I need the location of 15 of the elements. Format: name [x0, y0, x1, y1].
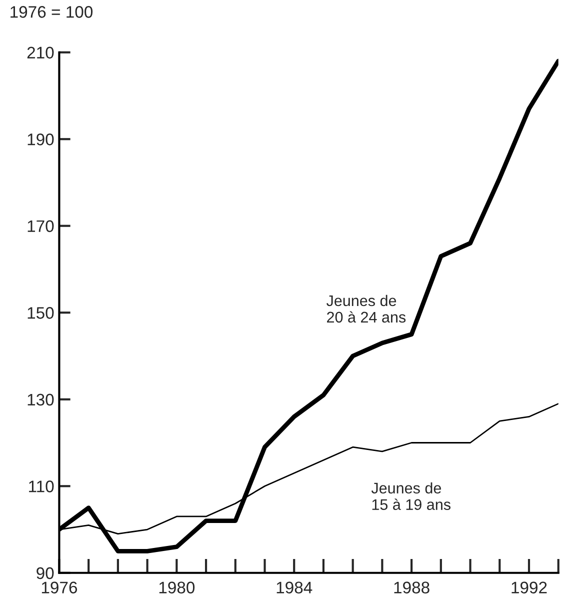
x-tick-label: 1984 — [276, 582, 312, 594]
x-tick-label: 1976 — [42, 582, 78, 594]
x-tick-label: 1988 — [394, 582, 430, 594]
x-tick-label: 1980 — [159, 582, 195, 594]
y-axis-title: 1976 = 100 — [10, 6, 93, 18]
y-tick-label: 150 — [28, 307, 54, 319]
y-tick-label: 170 — [28, 220, 54, 232]
annotation: Jeunes de 15 à 19 ans — [371, 482, 450, 510]
x-tick-label: 1992 — [512, 582, 547, 594]
y-tick-label: 90 — [36, 567, 54, 580]
annotation: Jeunes de 20 à 24 ans — [326, 294, 406, 323]
y-tick-label: 210 — [27, 46, 54, 59]
y-tick-label: 130 — [28, 394, 54, 406]
y-tick-label: 110 — [29, 480, 54, 492]
y-tick-label: 190 — [28, 134, 54, 146]
